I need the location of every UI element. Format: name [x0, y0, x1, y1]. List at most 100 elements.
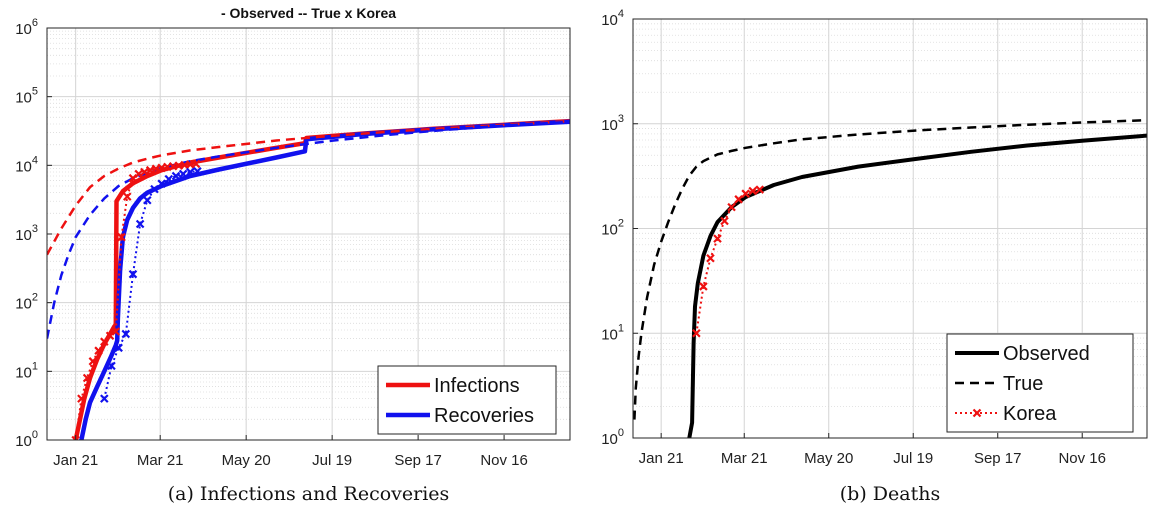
- data-point-korea-recoveries: [114, 343, 123, 353]
- panel-caption: (a) Infections and Recoveries: [168, 483, 450, 505]
- x-marker-stroke: [706, 253, 715, 263]
- y-tick-exponent: 2: [618, 218, 624, 230]
- x-marker-stroke: [74, 435, 80, 440]
- x-marker-stroke: [163, 162, 172, 172]
- x-marker-stroke: [180, 160, 189, 170]
- x-marker-stroke: [134, 169, 143, 179]
- x-marker-stroke: [699, 282, 708, 291]
- y-tick-base: 10: [15, 433, 32, 450]
- y-tick-label: 100: [601, 427, 624, 448]
- legend-label: Infections: [434, 375, 520, 397]
- x-tick-label: Nov 16: [1058, 450, 1106, 467]
- y-tick-exponent: 5: [32, 86, 38, 98]
- y-tick-base: 10: [601, 431, 618, 448]
- data-point-korea: [692, 328, 701, 338]
- data-point-korea-infections: [77, 394, 86, 403]
- y-tick-label: 102: [15, 292, 38, 313]
- series-line-recoveries-true: [47, 120, 570, 339]
- x-tick-label: Sep 17: [974, 450, 1022, 467]
- data-point-korea: [727, 202, 736, 212]
- y-tick-base: 10: [601, 326, 618, 343]
- x-marker-stroke: [107, 361, 116, 371]
- data-point-korea-infections: [191, 159, 201, 169]
- x-marker-stroke: [720, 216, 729, 226]
- x-marker-stroke: [191, 159, 201, 169]
- legend-label: True: [1003, 373, 1043, 395]
- y-tick-label: 106: [15, 17, 38, 38]
- x-marker-stroke: [94, 346, 103, 355]
- data-point-korea-recoveries: [128, 269, 138, 279]
- y-tick-label: 103: [601, 113, 624, 134]
- x-marker-stroke: [186, 160, 195, 169]
- legend: Infections Recoveries: [377, 365, 557, 435]
- data-point-korea-recoveries: [100, 394, 109, 403]
- x-marker-stroke: [150, 184, 159, 194]
- x-marker-stroke: [755, 185, 765, 194]
- x-marker-stroke: [111, 327, 121, 336]
- legend-label: Korea: [1003, 403, 1057, 425]
- data-point-korea-recoveries: [121, 329, 131, 339]
- x-marker-stroke: [174, 161, 184, 170]
- x-marker-stroke: [88, 357, 98, 366]
- x-tick-label: Jul 19: [312, 452, 352, 469]
- x-marker-stroke: [178, 169, 188, 179]
- x-tick-label: May 20: [222, 452, 271, 469]
- y-tick-label: 102: [601, 218, 624, 239]
- x-marker-stroke: [143, 195, 152, 205]
- y-tick-exponent: 0: [618, 427, 624, 439]
- x-tick-label: Jan 21: [53, 452, 98, 469]
- y-tick-base: 10: [601, 12, 618, 29]
- x-marker-stroke: [727, 202, 736, 212]
- x-marker-stroke: [713, 234, 722, 243]
- x-marker-stroke: [117, 232, 126, 242]
- legend-label: Recoveries: [434, 405, 534, 427]
- data-point-korea: [748, 186, 757, 196]
- x-marker-stroke: [171, 171, 181, 181]
- x-marker-stroke: [164, 174, 174, 184]
- x-marker-stroke: [748, 186, 757, 196]
- x-tick-label: Jan 21: [639, 450, 684, 467]
- x-marker-stroke: [193, 166, 202, 176]
- x-marker-stroke: [157, 179, 166, 188]
- y-tick-base: 10: [15, 364, 32, 381]
- x-marker-stroke: [734, 195, 743, 204]
- y-tick-exponent: 2: [32, 292, 38, 304]
- y-tick-base: 10: [15, 227, 32, 244]
- x-marker-stroke: [157, 163, 166, 173]
- data-point-korea-infections: [71, 435, 80, 440]
- x-marker-stroke: [100, 337, 109, 346]
- y-tick-label: 104: [15, 154, 38, 175]
- data-point-korea: [741, 189, 750, 198]
- y-tick-base: 10: [15, 90, 32, 107]
- x-marker-stroke: [122, 192, 132, 201]
- data-point-korea-infections: [82, 373, 92, 383]
- x-marker-stroke: [135, 219, 145, 229]
- legend: Observed True Korea: [946, 333, 1134, 433]
- x-tick-label: Sep 17: [394, 452, 442, 469]
- data-point-korea-infections: [117, 232, 126, 242]
- data-point-korea-recoveries: [157, 179, 166, 188]
- data-point-korea-infections: [140, 167, 149, 177]
- data-point-korea-recoveries: [171, 171, 181, 181]
- data-point-korea-infections: [88, 357, 98, 366]
- y-tick-label: 105: [15, 86, 38, 107]
- x-marker-stroke: [77, 394, 86, 403]
- data-point-korea-recoveries: [135, 219, 145, 229]
- x-marker-stroke: [100, 394, 109, 403]
- x-marker-stroke: [114, 343, 123, 353]
- x-tick-label: Jul 19: [893, 450, 933, 467]
- data-point-korea-recoveries: [143, 195, 152, 205]
- panel-caption: (b) Deaths: [840, 483, 940, 505]
- x-tick-label: Mar 21: [137, 452, 184, 469]
- x-marker-stroke: [140, 167, 149, 177]
- y-tick-base: 10: [601, 222, 618, 239]
- series-line-korea-korea: [695, 188, 760, 334]
- y-tick-label: 101: [601, 322, 624, 343]
- series-line-observed-solid-black: [687, 133, 1147, 438]
- x-marker-stroke: [145, 165, 155, 175]
- data-point-korea-infections: [94, 346, 103, 355]
